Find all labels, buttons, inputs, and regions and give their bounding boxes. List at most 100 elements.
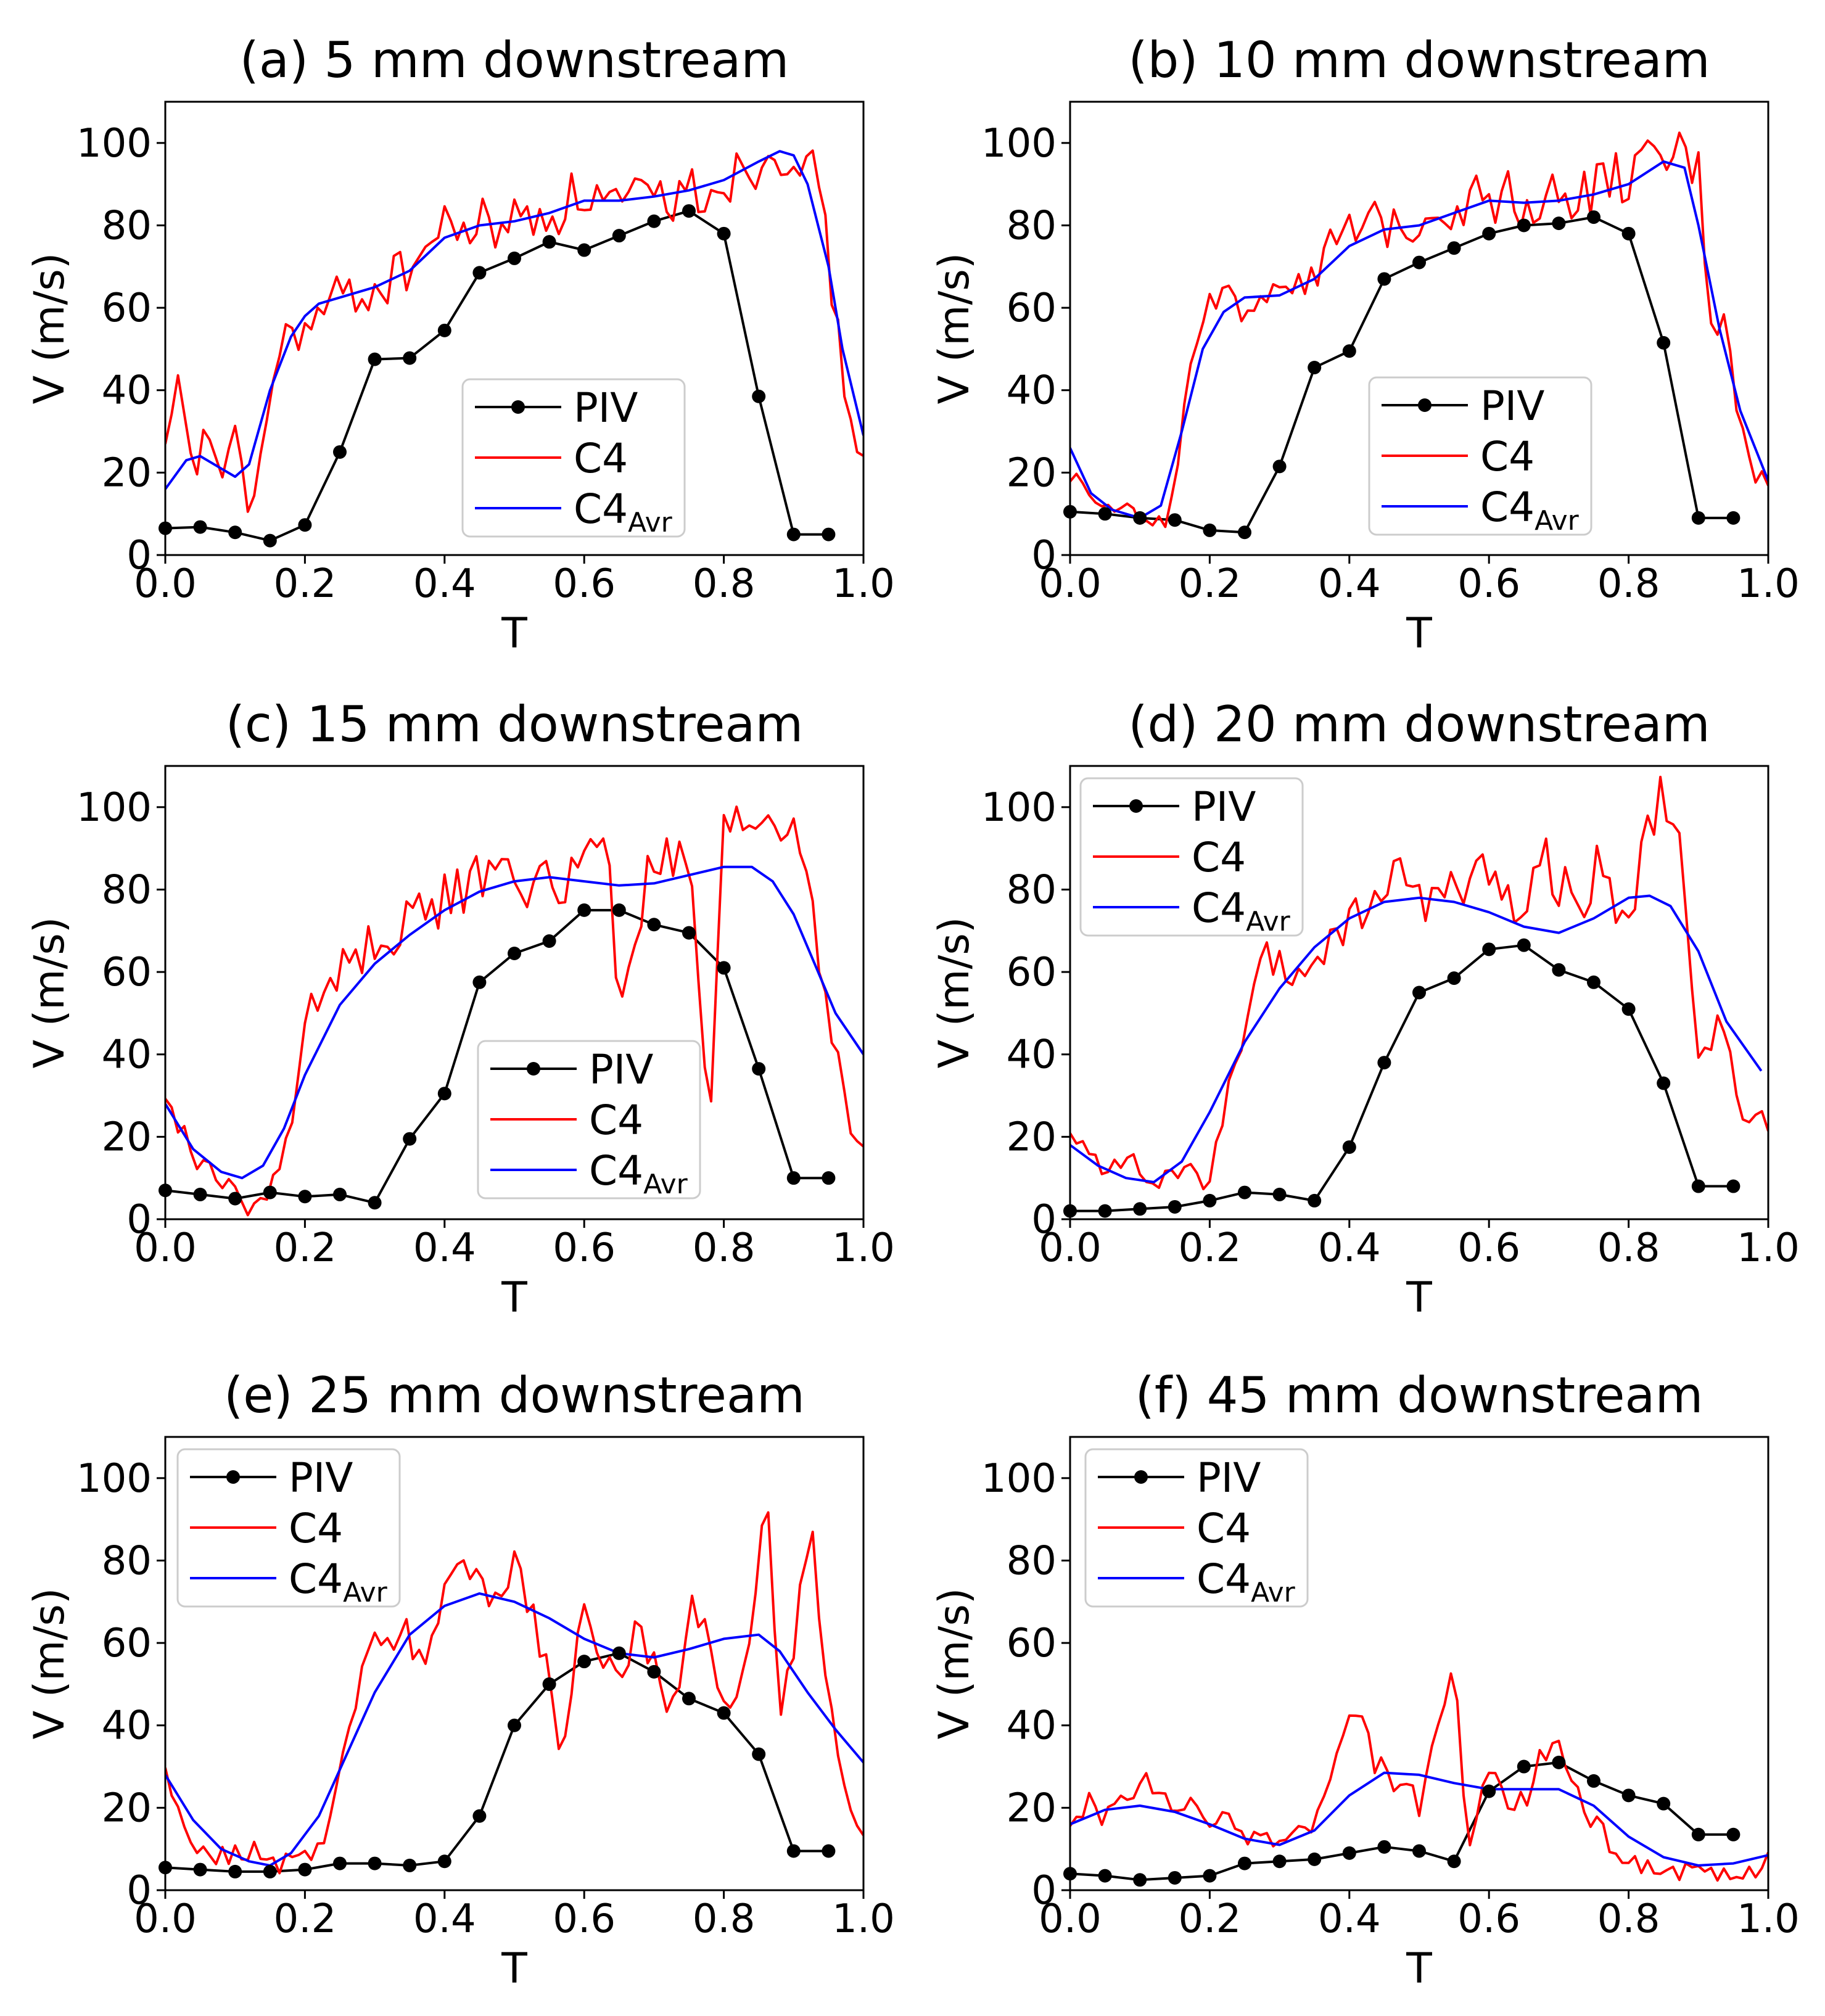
piv-point xyxy=(1691,1179,1705,1193)
piv-point xyxy=(1691,511,1705,525)
y-axis-label: V (m/s) xyxy=(930,1588,979,1740)
series-line-c4 xyxy=(1070,1672,1768,1882)
legend-piv-label: PIV xyxy=(1192,783,1256,831)
x-tick-label: 0.2 xyxy=(274,561,337,607)
x-tick-label: 0.0 xyxy=(1039,561,1102,607)
piv-point xyxy=(1168,1870,1182,1885)
piv-point xyxy=(1412,1844,1426,1858)
piv-point xyxy=(1098,507,1112,521)
legend-piv-label: PIV xyxy=(589,1046,653,1093)
y-tick-label: 100 xyxy=(981,785,1057,831)
y-tick-label: 60 xyxy=(1007,286,1057,331)
y-tick-label: 100 xyxy=(981,121,1057,167)
x-tick-label: 1.0 xyxy=(1737,561,1800,607)
piv-point xyxy=(1342,1140,1356,1154)
x-tick-label: 0.8 xyxy=(1597,1896,1660,1942)
axes-frame xyxy=(164,101,865,556)
piv-point xyxy=(1203,1193,1217,1208)
y-tick-label: 40 xyxy=(102,1703,152,1749)
chart-title: (c) 15 mm downstream xyxy=(226,696,804,753)
piv-point xyxy=(542,235,556,249)
piv-point xyxy=(1203,523,1217,537)
legend-c4avr-label: C4Avr xyxy=(289,1555,388,1608)
x-tick-label: 1.0 xyxy=(832,1896,895,1942)
axes-frame xyxy=(1069,101,1769,556)
piv-point xyxy=(333,445,347,459)
piv-point xyxy=(682,204,696,218)
x-tick-label: 0.4 xyxy=(413,1225,476,1271)
piv-point xyxy=(1272,459,1287,474)
y-tick-label: 40 xyxy=(102,1032,152,1078)
x-tick-label: 0.8 xyxy=(693,1225,756,1271)
y-tick-label: 100 xyxy=(76,1456,152,1502)
piv-point xyxy=(577,1655,591,1669)
y-tick-label: 100 xyxy=(76,121,152,167)
series-line-c4 xyxy=(1070,131,1768,529)
piv-point xyxy=(647,918,661,932)
legend-c4-label: C4 xyxy=(289,1505,343,1552)
y-tick-label: 20 xyxy=(1007,1785,1057,1831)
piv-point xyxy=(298,1190,312,1204)
piv-point xyxy=(1308,1193,1322,1208)
piv-point xyxy=(333,1187,347,1201)
piv-point xyxy=(1342,1846,1356,1860)
y-tick-label: 40 xyxy=(102,368,152,414)
piv-point xyxy=(752,1062,766,1076)
piv-point xyxy=(1726,1827,1741,1841)
piv-point xyxy=(228,1191,242,1206)
y-axis-label: V (m/s) xyxy=(930,253,979,405)
legend-piv-label: PIV xyxy=(289,1454,353,1502)
piv-point xyxy=(1133,1873,1147,1887)
y-tick-label: 60 xyxy=(102,1621,152,1666)
piv-point xyxy=(682,1692,696,1706)
x-axis-label: T xyxy=(1406,1273,1432,1322)
y-tick-label: 80 xyxy=(102,867,152,913)
legend-marker xyxy=(1134,1470,1148,1484)
chart-title: (e) 25 mm downstream xyxy=(224,1367,805,1424)
y-axis-label: V (m/s) xyxy=(930,917,979,1069)
series-line-c4avr xyxy=(1070,160,1768,519)
y-tick-label: 40 xyxy=(1007,1703,1057,1749)
piv-point xyxy=(472,1809,487,1823)
legend-marker xyxy=(527,1062,540,1076)
piv-point xyxy=(1308,360,1322,374)
piv-point xyxy=(1726,1179,1741,1193)
piv-point xyxy=(822,527,836,541)
x-tick-label: 0.6 xyxy=(553,1896,616,1942)
y-tick-label: 100 xyxy=(981,1456,1057,1502)
piv-point xyxy=(1447,241,1461,255)
piv-point xyxy=(228,525,242,540)
piv-point xyxy=(1726,511,1741,525)
piv-point xyxy=(508,947,521,961)
legend-c4-label: C4 xyxy=(1480,433,1535,480)
legend-c4-label: C4 xyxy=(1192,834,1246,881)
piv-point xyxy=(1621,1788,1636,1803)
legend-piv-label: PIV xyxy=(574,384,638,432)
piv-point xyxy=(1168,513,1182,527)
piv-point xyxy=(1342,344,1356,358)
y-tick-label: 60 xyxy=(102,286,152,331)
x-tick-label: 0.0 xyxy=(134,1225,197,1271)
piv-point xyxy=(612,903,626,917)
piv-point xyxy=(508,1718,521,1732)
piv-point xyxy=(752,1747,766,1761)
piv-point xyxy=(717,1706,731,1720)
y-tick-label: 60 xyxy=(1007,1621,1057,1666)
x-tick-label: 1.0 xyxy=(832,561,895,607)
piv-point xyxy=(368,1856,382,1870)
piv-point xyxy=(472,266,487,280)
x-tick-label: 0.4 xyxy=(1318,1896,1381,1942)
piv-point xyxy=(1587,1774,1600,1788)
y-axis-label: V (m/s) xyxy=(25,917,74,1069)
x-tick-label: 0.2 xyxy=(1179,1896,1242,1942)
piv-point xyxy=(1657,335,1671,350)
y-tick-label: 40 xyxy=(1007,1032,1057,1078)
piv-point xyxy=(612,229,626,243)
y-tick-label: 0 xyxy=(1031,533,1057,578)
legend-marker xyxy=(226,1470,240,1484)
piv-point xyxy=(822,1171,836,1185)
piv-point xyxy=(263,1864,277,1878)
piv-point xyxy=(647,1664,661,1679)
piv-point xyxy=(437,1087,451,1101)
piv-point xyxy=(1482,1784,1496,1798)
